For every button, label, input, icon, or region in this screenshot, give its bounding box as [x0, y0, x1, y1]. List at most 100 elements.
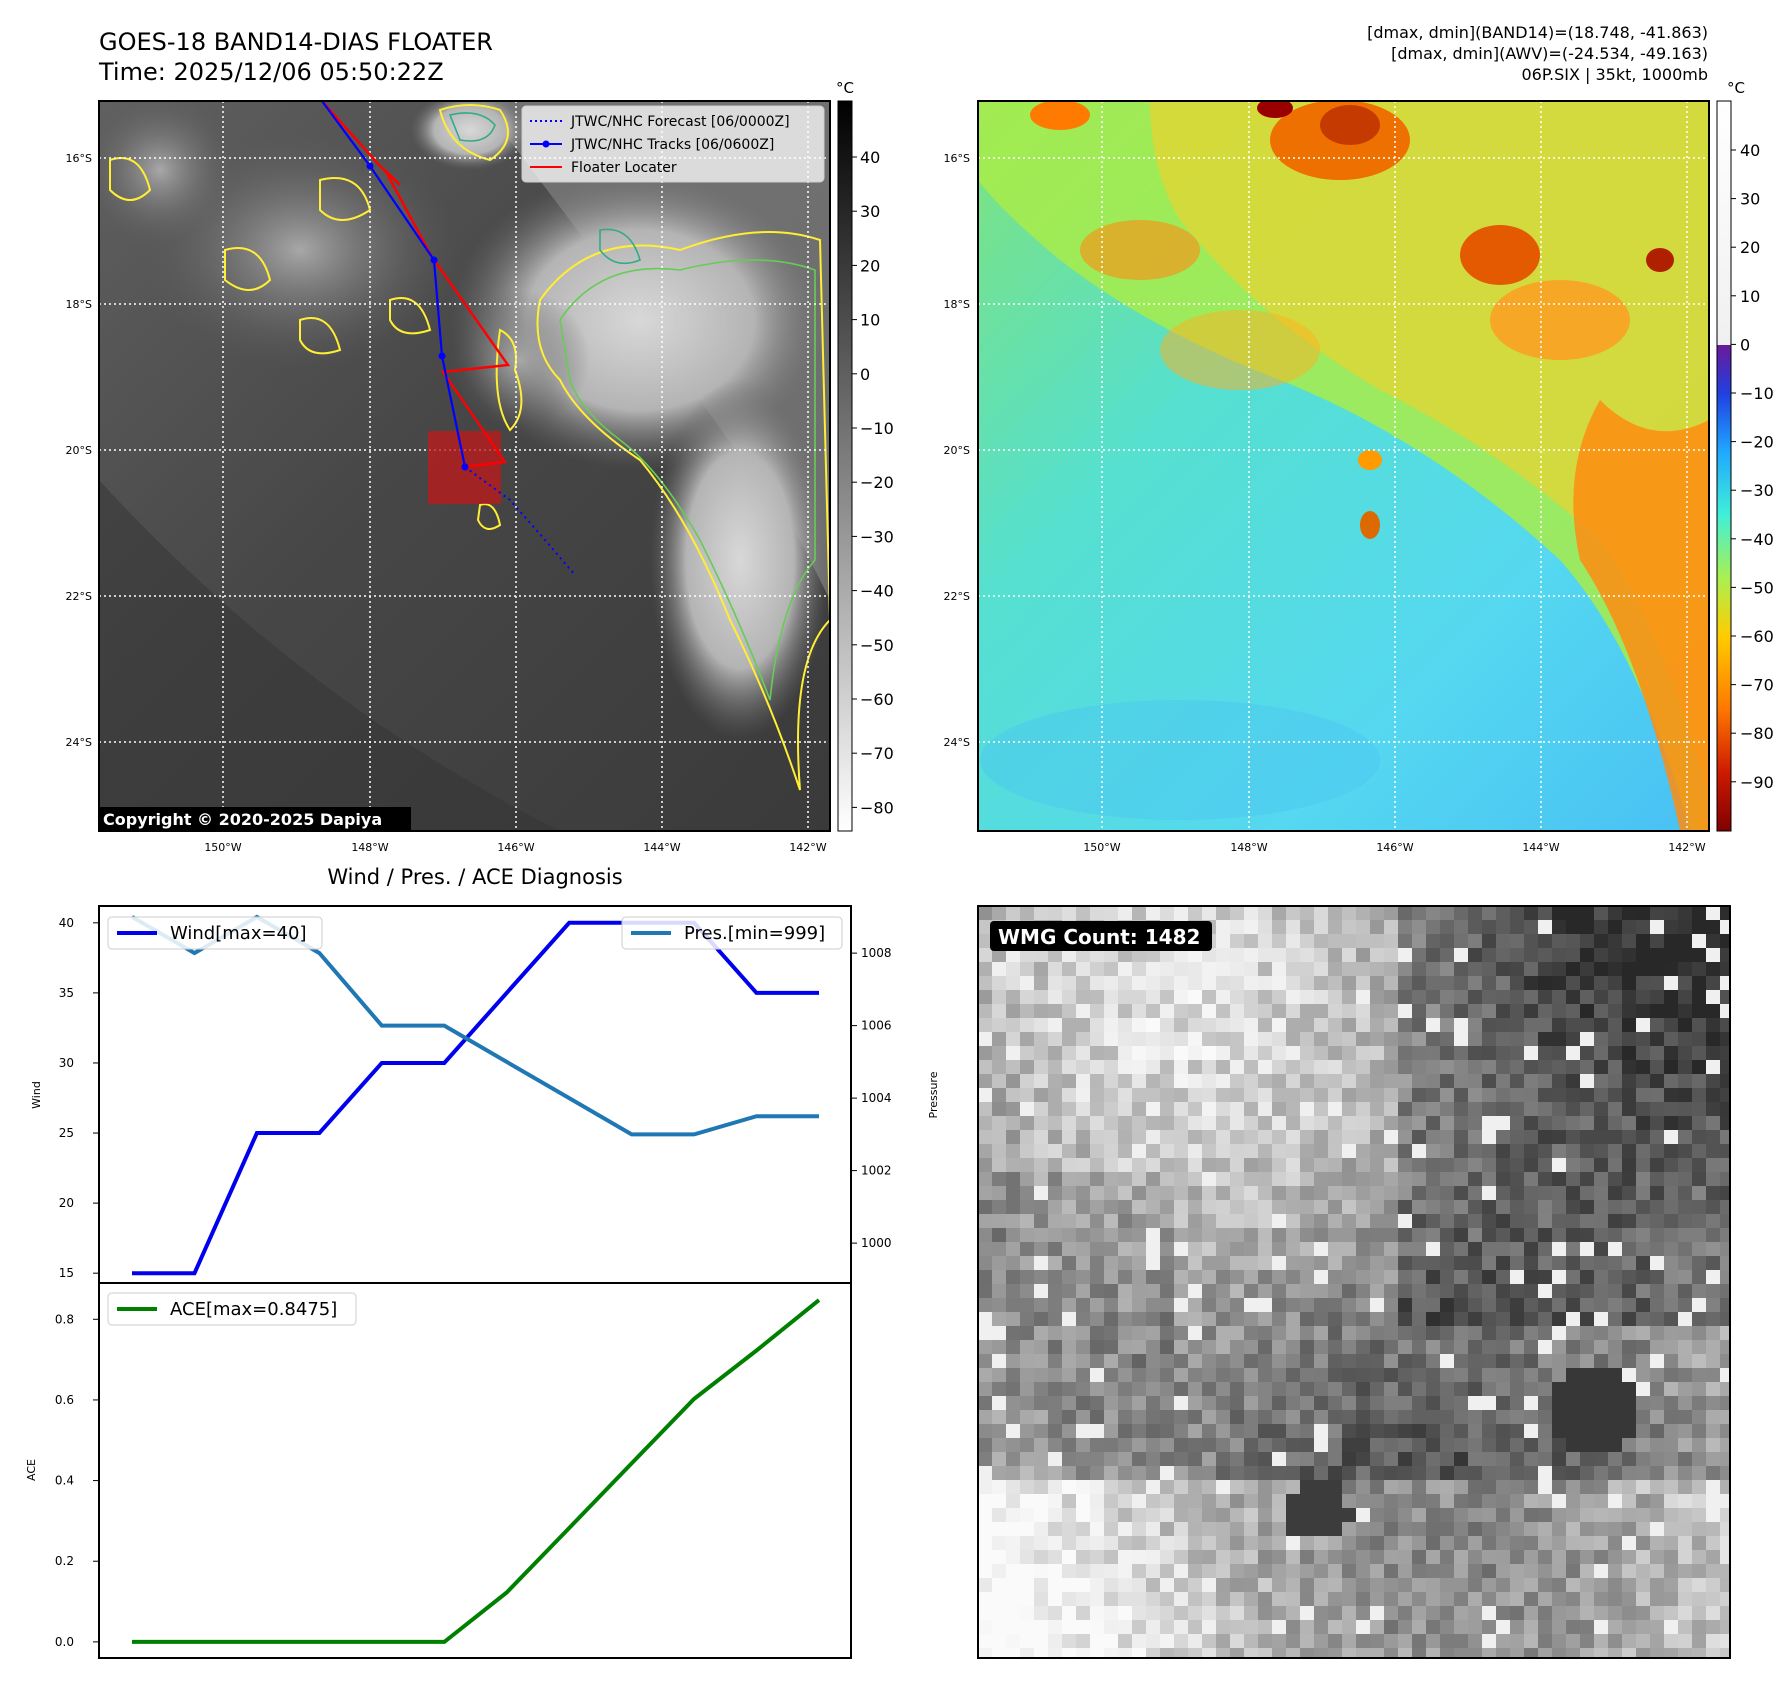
ace-tick-label: 0.2 — [55, 1554, 74, 1568]
ir-colorbar-tick-label: 20 — [860, 256, 880, 275]
wv-grid — [978, 101, 1709, 831]
ir-lat-label: 20°S — [66, 444, 92, 457]
ir-lon-label: 144°W — [643, 841, 680, 854]
wv-colorbar-tick-label: 20 — [1740, 238, 1760, 257]
ir-colorbar-tick-label: −40 — [860, 582, 894, 601]
ir-lat-label: 22°S — [66, 590, 92, 603]
diagnosis-title: Wind / Pres. / ACE Diagnosis — [327, 865, 622, 889]
wv-lon-label: 150°W — [1083, 841, 1120, 854]
ir-lat-label: 16°S — [66, 152, 92, 165]
wind-pressure-chart: Wind Pressure 15 20 25 30 35 40 1000 1002 1004 10… — [30, 905, 940, 1284]
wv-imagery — [978, 101, 1709, 831]
ir-lon-label: 148°W — [351, 841, 388, 854]
wv-colorbar-tick-label: −20 — [1740, 433, 1774, 452]
pressure-axis-label: Pressure — [927, 1071, 940, 1118]
pressure-tick-label: 1000 — [861, 1236, 892, 1250]
pressure-tick-label: 1002 — [861, 1164, 892, 1178]
wv-colorbar-tick-label: 40 — [1740, 141, 1760, 160]
ace-chart: ACE 0.0 0.2 0.4 0.6 0.8 ACE[max=0.8475] — [25, 1282, 852, 1659]
wind-legend: Wind[max=40] — [107, 916, 323, 950]
wv-colorbar-ticks: 40 30 20 10 0 −10 −20 −30 −40 −50 −60 −70 −80 −90 — [1731, 141, 1774, 792]
wv-colorbar-tick-label: −10 — [1740, 384, 1774, 403]
ace-tick-label: 0.4 — [55, 1474, 74, 1488]
figure-title: GOES-18 BAND14-DIAS FLOATER — [99, 28, 493, 56]
wind-tick-label: 20 — [59, 1196, 74, 1210]
legend-locater: Floater Locater — [571, 160, 677, 176]
contour-yellow — [536, 231, 830, 791]
ir-colorbar-tick-label: 40 — [860, 148, 880, 167]
forecast-line — [464, 466, 576, 576]
wv-colorbar-tick-label: −30 — [1740, 481, 1774, 500]
ir-lat-label: 24°S — [66, 736, 92, 749]
ir-colorbar-tick-label: −30 — [860, 527, 894, 546]
wmg-count-badge: WMG Count: 1482 — [998, 925, 1200, 949]
ir-colorbar-tick-label: −70 — [860, 744, 894, 763]
figure-time: Time: 2025/12/06 05:50:22Z — [98, 58, 444, 86]
wv-colorbar-tick-label: −60 — [1740, 627, 1774, 646]
ir-lat-labels: 16°S 18°S 20°S 22°S 24°S — [66, 152, 92, 749]
ir-colorbar-tick-label: −80 — [860, 798, 894, 817]
ir-lon-labels: 150°W 148°W 146°W 144°W 142°W — [204, 841, 826, 854]
pressure-legend: Pres.[min=999] — [621, 916, 843, 950]
wv-colorbar-tick-label: 30 — [1740, 190, 1760, 209]
wmg-panel: WMG Count: 1482 — [977, 905, 1731, 1659]
wv-colorbar-tick-label: 10 — [1740, 287, 1760, 306]
ir-colorbar-tick-label: −50 — [860, 636, 894, 655]
ir-colorbar-tick-label: 10 — [860, 311, 880, 330]
ir-colorbar-tick-label: −20 — [860, 473, 894, 492]
wv-colorbar-tick-label: −50 — [1740, 578, 1774, 597]
wv-lon-label: 144°W — [1522, 841, 1559, 854]
ir-colorbar-tick-label: 30 — [860, 202, 880, 221]
ir-legend: JTWC/NHC Forecast [06/0000Z] JTWC/NHC Tr… — [521, 105, 825, 183]
wv-lon-label: 148°W — [1230, 841, 1267, 854]
wv-colorbar-warm — [1717, 101, 1731, 345]
ir-satellite-panel: JTWC/NHC Forecast [06/0000Z] JTWC/NHC Tr… — [66, 79, 894, 854]
wind-legend-label: Wind[max=40] — [170, 923, 307, 944]
wv-colorbar-tick-label: −90 — [1740, 773, 1774, 792]
ir-colorbar-tick-label: −60 — [860, 690, 894, 709]
wv-colorbar-tick-label: −70 — [1740, 676, 1774, 695]
wind-tick-label: 15 — [59, 1266, 74, 1280]
wv-lon-labels: 150°W 148°W 146°W 144°W 142°W — [1083, 841, 1705, 854]
wv-colorbar-tick-label: −40 — [1740, 530, 1774, 549]
wind-tick-label: 40 — [59, 916, 74, 930]
ace-series-line — [132, 1298, 821, 1644]
ace-tick-label: 0.0 — [55, 1635, 74, 1649]
ir-colorbar-ticks: 40 30 20 10 0 −10 −20 −30 −40 −50 −60 −70 −80 — [852, 148, 894, 817]
legend-forecast: JTWC/NHC Forecast [06/0000Z] — [570, 114, 790, 130]
pressure-tick-label: 1008 — [861, 946, 892, 960]
ace-legend-label: ACE[max=0.8475] — [170, 1299, 337, 1320]
ace-axis-label: ACE — [25, 1459, 38, 1481]
info-band14: [dmax, dmin](BAND14)=(18.748, -41.863) — [1367, 23, 1708, 42]
wv-colorbar-tick-label: −80 — [1740, 724, 1774, 743]
wv-colorbar-tick-label: 0 — [1740, 335, 1750, 354]
legend-track: JTWC/NHC Tracks [06/0600Z] — [570, 137, 774, 153]
ir-colorbar — [837, 100, 853, 832]
wv-lat-label: 24°S — [944, 736, 970, 749]
wind-tick-label: 35 — [59, 986, 74, 1000]
wv-lat-label: 22°S — [944, 590, 970, 603]
ace-legend: ACE[max=0.8475] — [107, 1292, 357, 1326]
pressure-legend-label: Pres.[min=999] — [684, 923, 825, 944]
track-points — [366, 162, 469, 471]
ir-lon-label: 150°W — [204, 841, 241, 854]
ace-tick-label: 0.6 — [55, 1393, 74, 1407]
info-awv: [dmax, dmin](AWV)=(-24.534, -49.163) — [1391, 44, 1708, 63]
wv-lon-label: 146°W — [1376, 841, 1413, 854]
wv-lat-label: 20°S — [944, 444, 970, 457]
wv-lat-label: 16°S — [944, 152, 970, 165]
wind-tick-label: 30 — [59, 1056, 74, 1070]
contour-green — [559, 259, 816, 701]
wv-satellite-panel: 16°S 18°S 20°S 22°S 24°S 150°W 148°W 146… — [944, 79, 1774, 854]
ir-colorbar-tick-label: −10 — [860, 419, 894, 438]
wmg-imagery — [978, 906, 1730, 1658]
info-storm: 06P.SIX | 35kt, 1000mb — [1521, 65, 1708, 84]
ir-lon-label: 146°W — [497, 841, 534, 854]
wv-lat-labels: 16°S 18°S 20°S 22°S 24°S — [944, 152, 970, 749]
ir-imagery: JTWC/NHC Forecast [06/0000Z] JTWC/NHC Tr… — [99, 101, 830, 831]
ir-lat-label: 18°S — [66, 298, 92, 311]
copyright-label: Copyright © 2020-2025 Dapiya — [103, 810, 382, 829]
pressure-tick-label: 1006 — [861, 1019, 892, 1033]
wind-axis-label: Wind — [30, 1081, 43, 1109]
